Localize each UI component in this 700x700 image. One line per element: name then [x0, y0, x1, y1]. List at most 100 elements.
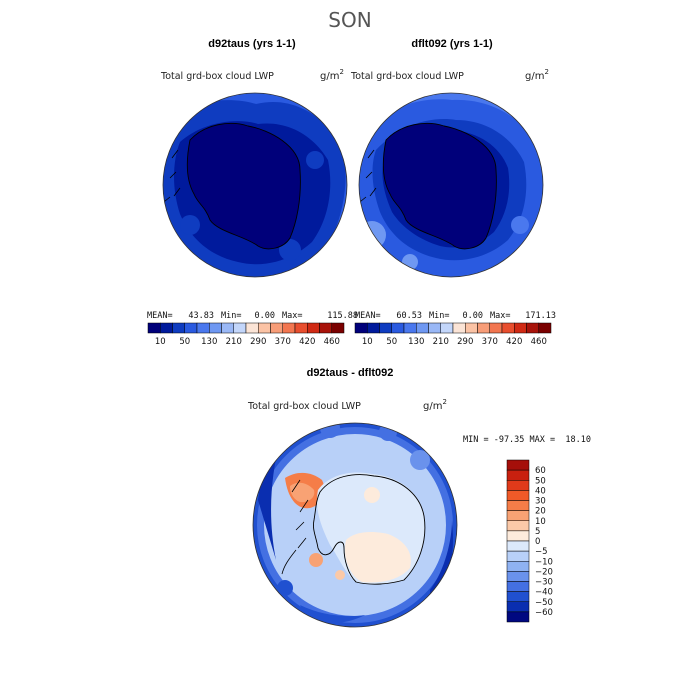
colorbar-swatch — [270, 322, 283, 334]
colorbar-swatch — [331, 322, 345, 334]
colorbar-swatch — [233, 322, 247, 334]
colorbar-swatch — [160, 322, 173, 334]
colorbar-tick-label: 40 — [535, 486, 546, 496]
colorbar-swatch — [221, 322, 234, 334]
colorbar-swatch — [506, 459, 530, 471]
colorbar-swatch — [258, 322, 271, 334]
colorbar-swatch — [506, 561, 530, 572]
colorbar-swatch — [506, 530, 530, 542]
colorbar-tick-label: 5 — [535, 527, 540, 537]
colorbar-tick-label: 210 — [433, 337, 449, 347]
colorbar-tick-label: 0 — [535, 537, 540, 547]
colorbar-swatch — [506, 480, 530, 491]
stat-mean-value: 60.53 — [396, 311, 422, 321]
colorbar-tick-label: 420 — [506, 337, 522, 347]
colorbar-swatch — [379, 322, 392, 334]
colorbar-swatch — [506, 540, 530, 552]
colorbar-tick-label: −20 — [535, 567, 553, 577]
antarctica-outline — [313, 474, 426, 585]
colorbar-swatch — [506, 550, 530, 562]
units-superscript: 2 — [544, 68, 548, 76]
colorbar-tick-label: 10 — [155, 337, 166, 347]
colorbar-swatch — [209, 322, 222, 334]
colorbar-swatch — [245, 322, 259, 334]
colorbar-swatch — [506, 469, 530, 481]
antarctica-outline — [186, 122, 301, 250]
colorbar-swatch — [367, 322, 380, 334]
colorbar-swatch — [506, 490, 530, 501]
colorbar-tick-label: 50 — [535, 476, 546, 486]
variable-label: Total grd-box cloud LWP — [247, 401, 361, 412]
polar-map-dflt092 — [358, 92, 544, 278]
stat-max-value: 171.13 — [525, 311, 556, 321]
units-base: g/m — [423, 401, 442, 412]
colorbar-swatch — [282, 322, 296, 334]
colorbar-swatch — [319, 322, 332, 334]
colorbar-swatch — [538, 322, 552, 334]
colorbar-swatch — [506, 611, 530, 623]
colorbar-swatch — [184, 322, 198, 334]
colorbar-swatch — [526, 322, 539, 334]
colorbar-swatch — [403, 322, 417, 334]
colorbar-swatch — [416, 322, 429, 334]
polar-map-difference — [252, 422, 458, 628]
colorbar-swatch — [489, 322, 503, 334]
colorbar-swatch — [477, 322, 490, 334]
stat-min-value: 0.00 — [463, 311, 483, 321]
panel-title: dflt092 (yrs 1-1) — [411, 38, 493, 50]
stat-min-max: MIN = -97.35 MAX = 18.10 — [463, 435, 591, 445]
units-superscript: 2 — [442, 398, 446, 406]
colorbar-tick-label: −60 — [535, 608, 553, 618]
colorbar-swatch — [506, 571, 530, 582]
colorbar-tick-label: 130 — [408, 337, 424, 347]
colorbar-tick-label: 30 — [535, 497, 546, 507]
colorbar-dflt092: 10 50 130 210 290 370 420 460 — [354, 322, 552, 347]
colorbar-d92taus: 10 50 130 210 290 370 420 460 — [147, 322, 345, 347]
antarctica-outline — [382, 122, 497, 250]
colorbar-tick-label: 10 — [535, 517, 546, 527]
colorbar-swatch — [465, 322, 478, 334]
stat-mean-label: MEAN= — [147, 311, 173, 321]
polar-map-d92taus — [162, 92, 348, 278]
stat-mean-label: MEAN= — [355, 311, 381, 321]
stat-max-value: 115.88 — [327, 311, 358, 321]
panel-dflt092: dflt092 (yrs 1-1) Total grd-box cloud LW… — [350, 38, 556, 347]
units-label: g/m2 — [320, 68, 344, 82]
colorbar-swatch — [307, 322, 320, 334]
stat-min-label: Min= — [429, 311, 449, 321]
units-superscript: 2 — [339, 68, 343, 76]
colorbar-tick-label: 210 — [226, 337, 242, 347]
colorbar-swatch — [506, 500, 530, 511]
stat-max-label: Max= — [282, 311, 302, 321]
colorbar-tick-label: 60 — [535, 466, 546, 476]
units-base: g/m — [525, 71, 544, 82]
colorbar-tick-label: 460 — [531, 337, 547, 347]
figure-title: SON — [328, 8, 371, 32]
colorbar-swatch — [506, 510, 530, 521]
colorbar-swatch — [506, 601, 530, 613]
variable-label: Total grd-box cloud LWP — [160, 71, 274, 82]
colorbar-tick-label: 130 — [201, 337, 217, 347]
panel-title: d92taus - dflt092 — [307, 367, 394, 379]
colorbar-tick-label: −50 — [535, 598, 553, 608]
colorbar-tick-label: 420 — [299, 337, 315, 347]
panel-difference: d92taus - dflt092 Total grd-box cloud LW… — [247, 367, 591, 628]
colorbar-tick-label: 290 — [250, 337, 266, 347]
colorbar-tick-label: 20 — [535, 507, 546, 517]
stat-min-label: Min= — [221, 311, 241, 321]
colorbar-swatch — [501, 322, 515, 334]
colorbar-swatch — [147, 322, 161, 334]
colorbar-tick-label: 460 — [324, 337, 340, 347]
colorbar-tick-label: 370 — [482, 337, 498, 347]
colorbar-swatch — [514, 322, 527, 334]
colorbar-swatch — [506, 591, 530, 602]
colorbar-swatch — [172, 322, 185, 334]
colorbar-swatch — [452, 322, 466, 334]
panel-title: d92taus (yrs 1-1) — [208, 38, 296, 50]
colorbar-swatch — [354, 322, 368, 334]
colorbar-swatch — [506, 581, 530, 592]
panel-d92taus: d92taus (yrs 1-1) Total grd-box cloud LW… — [147, 38, 358, 347]
colorbar-swatch — [440, 322, 454, 334]
